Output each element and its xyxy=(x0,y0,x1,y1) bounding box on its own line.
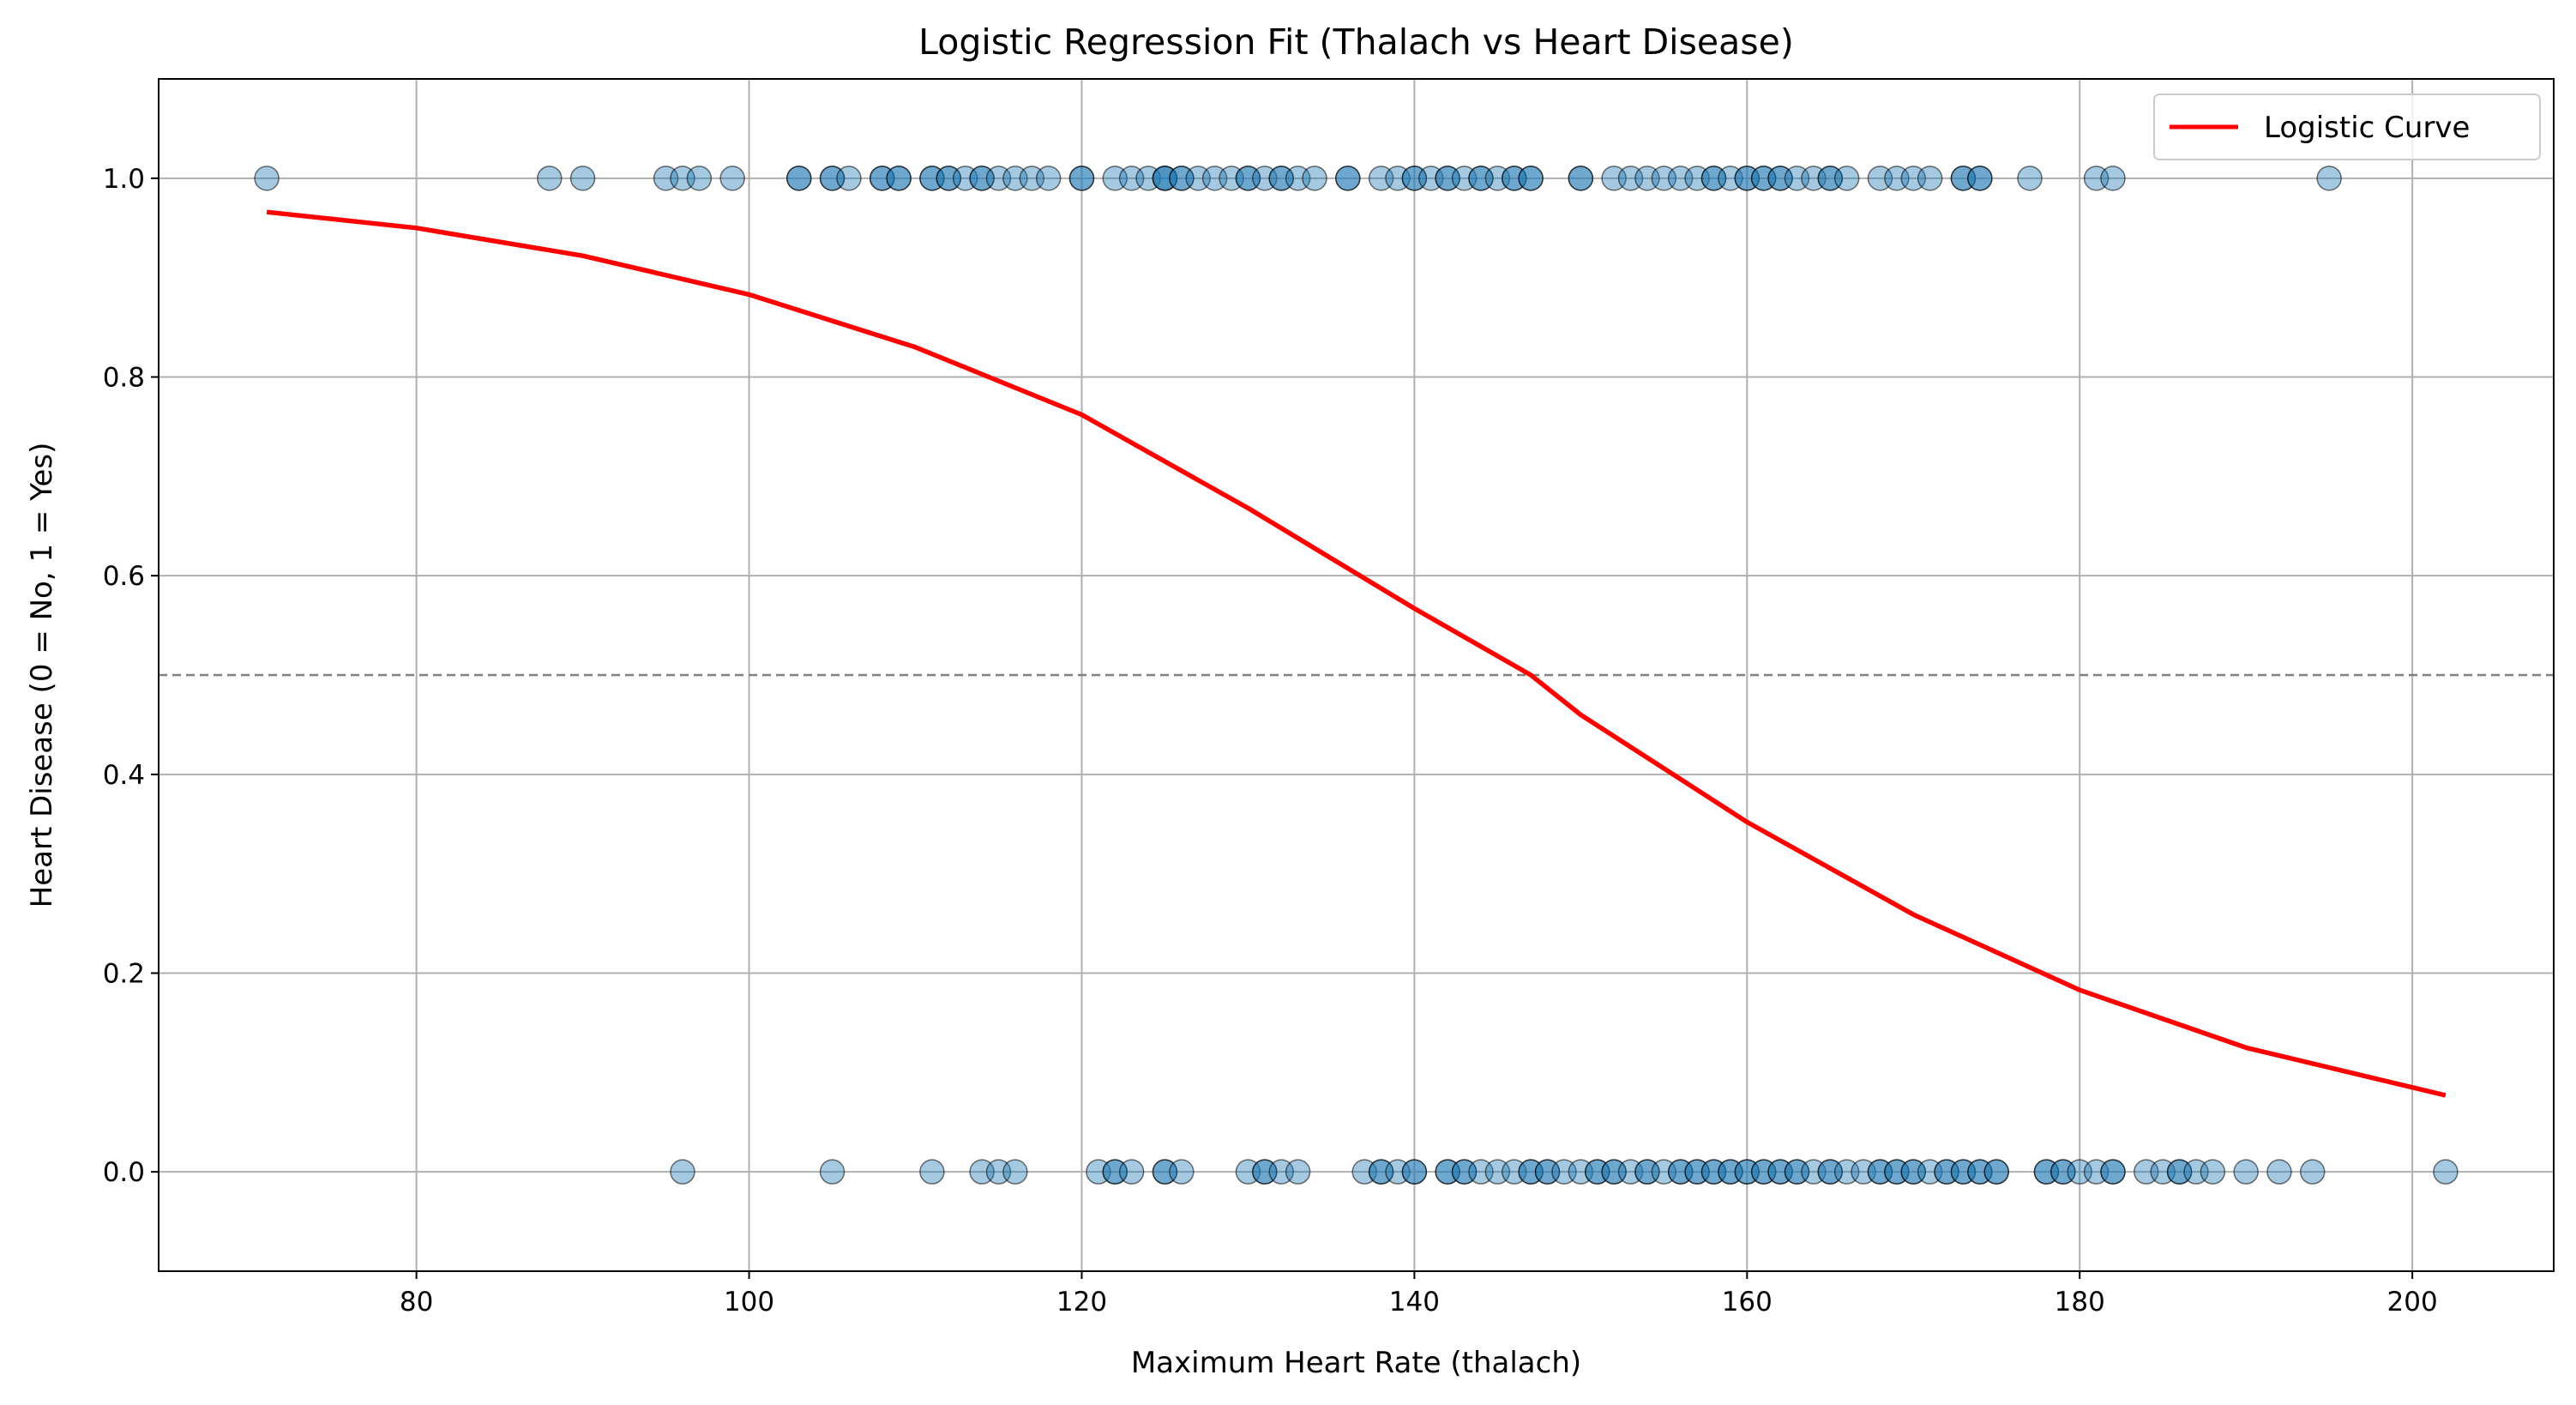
scatter-point xyxy=(919,1159,945,1185)
legend-box xyxy=(2153,93,2541,160)
y-tick-label: 0.0 xyxy=(103,1157,145,1188)
points-layer xyxy=(254,166,2459,1185)
x-tick-label: 180 xyxy=(2055,1287,2105,1318)
scatter-point xyxy=(2233,1159,2259,1185)
scatter-point xyxy=(1285,1159,1311,1185)
scatter-point xyxy=(670,1159,695,1185)
chart-title: Logistic Regression Fit (Thalach vs Hear… xyxy=(918,21,1794,63)
scatter-point xyxy=(569,166,596,191)
scatter-point xyxy=(1518,166,1544,191)
scatter-point xyxy=(2200,1159,2226,1185)
x-tick-label: 140 xyxy=(1389,1287,1440,1318)
scatter-point xyxy=(886,166,912,191)
scatter-point xyxy=(1568,166,1594,191)
scatter-point xyxy=(2300,1159,2326,1185)
scatter-point xyxy=(2433,1159,2459,1185)
scatter-point xyxy=(2100,166,2126,191)
scatter-point xyxy=(1002,1159,1028,1185)
y-tick-label: 0.2 xyxy=(103,959,145,990)
scatter-point xyxy=(1169,1159,1195,1185)
scatter-point xyxy=(254,166,280,191)
curve-layer xyxy=(266,209,2447,1098)
scatter-point xyxy=(537,166,563,191)
legend: Logistic Curve xyxy=(2153,93,2541,160)
scatter-point xyxy=(1035,166,1062,191)
y-tick-label: 0.6 xyxy=(103,561,145,592)
y-tick-label: 0.4 xyxy=(103,760,145,791)
scatter-point xyxy=(1401,1159,1428,1185)
scatter-point xyxy=(1917,166,1943,191)
logistic-curve-line xyxy=(266,209,2447,1098)
scatter-point xyxy=(1983,1159,2009,1185)
scatter-point xyxy=(785,166,812,191)
scatter-point xyxy=(719,166,745,191)
scatter-point xyxy=(1833,166,1860,191)
y-tick-label: 1.0 xyxy=(103,164,145,195)
x-axis-title: Maximum Heart Rate (thalach) xyxy=(1131,1346,1581,1380)
x-tick-label: 100 xyxy=(724,1287,774,1318)
scatter-point xyxy=(1967,166,1993,191)
ticks-layer: 80 100 120 140 160 180 200 0.0 0.2 0.4 0.6 0.8 1.0 xyxy=(103,164,2438,1318)
x-tick-label: 200 xyxy=(2387,1287,2438,1318)
scatter-point xyxy=(1335,166,1361,191)
x-tick-label: 120 xyxy=(1056,1287,1107,1318)
x-tick-label: 80 xyxy=(400,1287,433,1318)
scatter-point xyxy=(686,166,713,191)
y-axis-title: Heart Disease (0 = No, 1 = Yes) xyxy=(25,443,59,908)
scatter-point xyxy=(2266,1159,2292,1185)
scatter-point xyxy=(2316,166,2342,191)
plot-frame xyxy=(158,78,2555,1272)
y-tick-label: 0.8 xyxy=(103,363,145,394)
scatter-point xyxy=(1302,166,1327,191)
scatter-point xyxy=(819,1159,846,1185)
scatter-point xyxy=(1118,1159,1145,1185)
scatter-point xyxy=(2100,1159,2126,1185)
scatter-point xyxy=(1068,166,1095,191)
x-tick-label: 160 xyxy=(1722,1287,1773,1318)
legend-label-logistic-curve: Logistic Curve xyxy=(2264,111,2470,145)
scatter-point xyxy=(836,166,862,191)
scatter-point xyxy=(2017,166,2043,191)
